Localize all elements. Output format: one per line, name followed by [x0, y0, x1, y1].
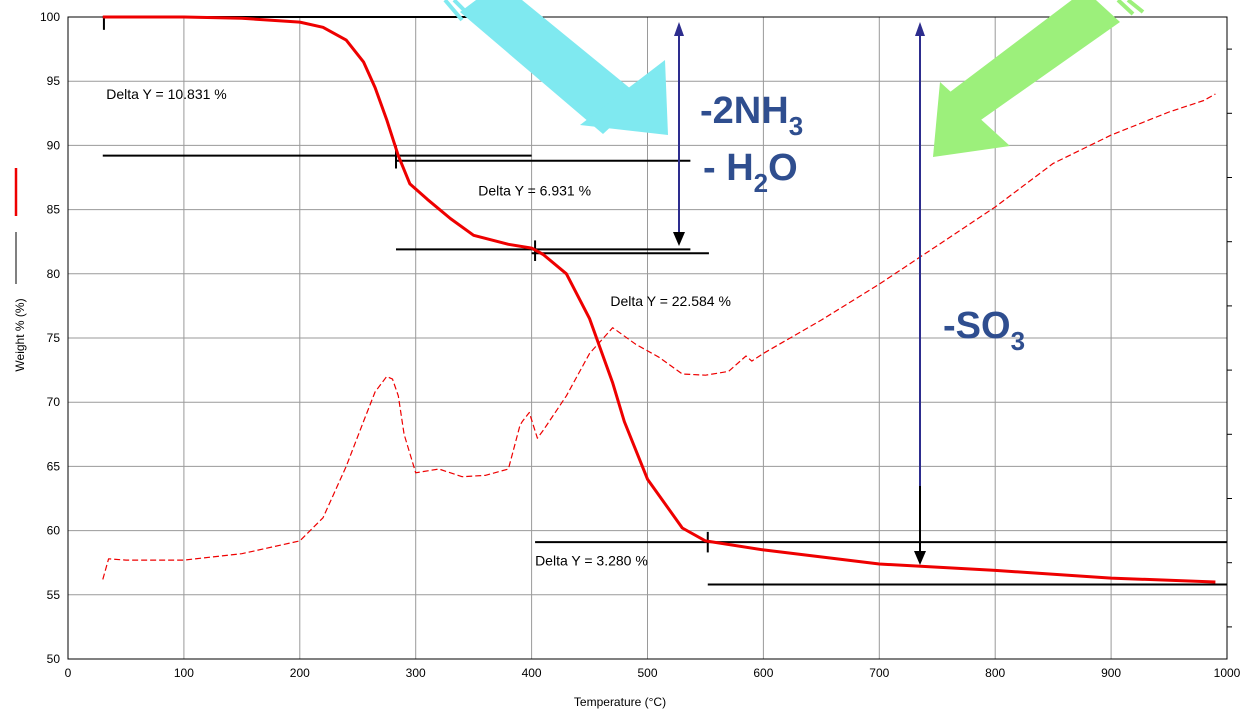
y-tick-label: 55 — [47, 588, 61, 602]
delta-annotation: Delta Y = 22.584 % — [610, 293, 731, 309]
y-tick-label: 65 — [47, 459, 61, 473]
green-arrow-shaft — [950, 0, 1120, 122]
x-axis-label: Temperature (°C) — [574, 695, 666, 709]
so3-arrow — [914, 22, 926, 565]
x-tick-label: 900 — [1101, 666, 1121, 680]
h2o-label: - H2O — [703, 147, 798, 198]
cyan-arrow-shaft — [460, 0, 642, 134]
nh3-label: -2NH3 — [700, 90, 803, 141]
so3-arrow-head-up — [915, 22, 925, 36]
green-arrow-head — [933, 82, 1010, 157]
x-tick-label: 700 — [869, 666, 889, 680]
delta-annotation: Delta Y = 3.280 % — [535, 552, 648, 568]
x-tick-label: 400 — [522, 666, 542, 680]
delta-annotation: Delta Y = 10.831 % — [106, 86, 227, 102]
x-tick-label: 800 — [985, 666, 1005, 680]
cyan-arrow-head — [580, 60, 668, 135]
y-tick-label: 95 — [47, 74, 61, 88]
so3-label: -SO3 — [943, 305, 1025, 356]
nh3-h2o-arrow — [673, 22, 685, 246]
nh3-arrow-head-down — [673, 232, 685, 246]
so3-arrow-head-down — [914, 551, 926, 565]
y-axis-label: Weight % (%) — [13, 298, 27, 371]
delta-annotations: Delta Y = 10.831 % Delta Y = 6.931 % Delta… — [106, 86, 731, 568]
green-arrow-stripe — [1116, 0, 1135, 16]
green-arrow — [933, 0, 1145, 157]
x-tick-label: 600 — [753, 666, 773, 680]
y-tick-label: 75 — [47, 331, 61, 345]
series-lines — [102, 15, 1216, 584]
y-tick-label: 60 — [47, 524, 61, 538]
x-tick-label: 200 — [290, 666, 310, 680]
cyan-arrow — [443, 0, 668, 135]
x-tick-label: 1000 — [1214, 666, 1241, 680]
y-tick-label: 85 — [47, 203, 61, 217]
y-tick-label: 50 — [47, 652, 61, 666]
plot-frame — [67, 16, 1228, 660]
x-tick-label: 0 — [65, 666, 72, 680]
derivative-curve — [102, 93, 1216, 580]
x-tick-label: 300 — [406, 666, 426, 680]
green-arrow-stripe — [1126, 0, 1145, 14]
weight-curve — [102, 15, 1216, 584]
y-tick-label: 90 — [47, 138, 61, 152]
nh3-arrow-head-up — [674, 22, 684, 36]
axis-ticks: 0 100 200 300 400 500 600 700 800 900 1000 50 55 60 65… — [40, 10, 1241, 680]
x-tick-label: 500 — [637, 666, 657, 680]
y-tick-label: 70 — [47, 395, 61, 409]
cyan-arrow-stripe — [443, 0, 464, 22]
y-tick-label: 80 — [47, 267, 61, 281]
cyan-arrow-stripe — [452, 0, 472, 18]
delta-annotation: Delta Y = 6.931 % — [478, 182, 591, 198]
y-tick-label: 100 — [40, 10, 60, 24]
x-tick-label: 100 — [174, 666, 194, 680]
